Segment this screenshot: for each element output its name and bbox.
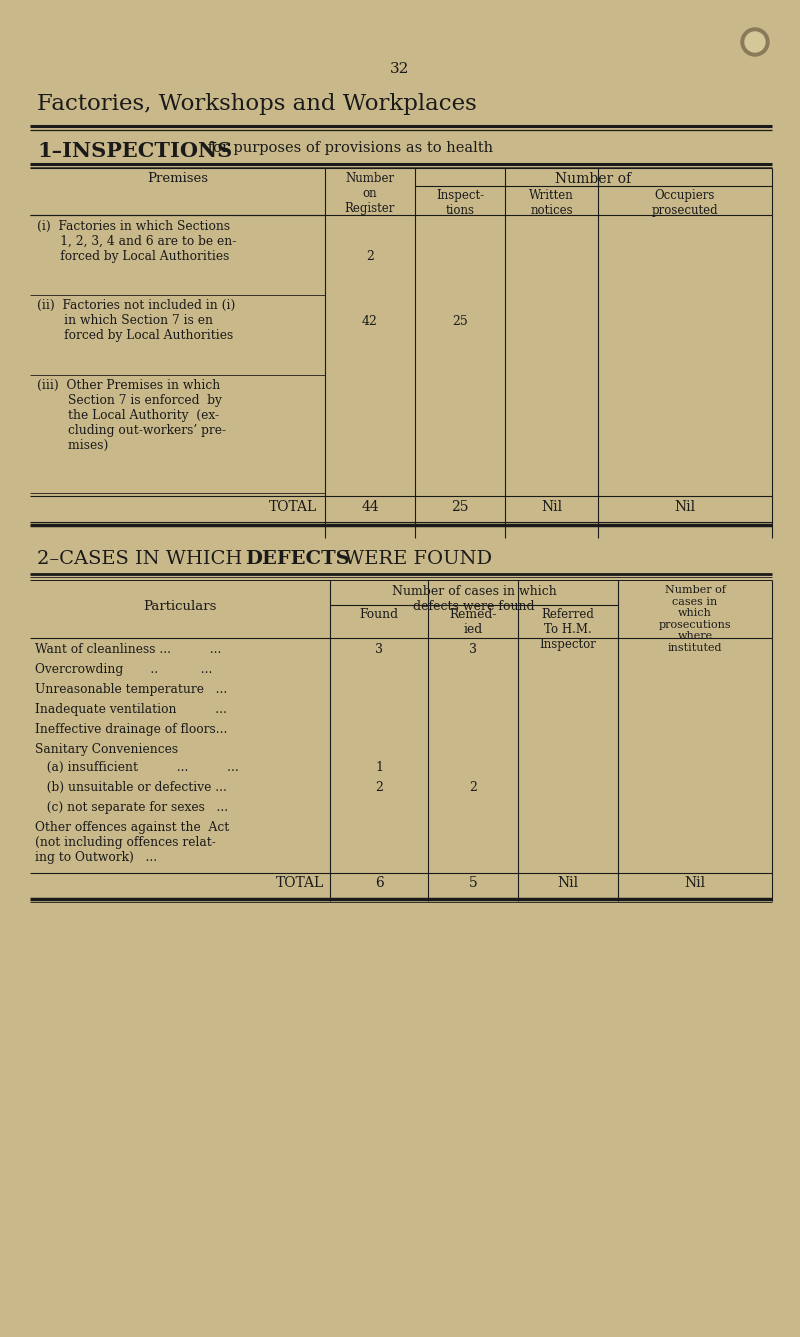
Text: Number of: Number of <box>555 172 631 186</box>
Text: 5: 5 <box>469 876 478 890</box>
Text: 3: 3 <box>375 643 383 656</box>
Text: 2–CASES IN WHICH: 2–CASES IN WHICH <box>37 550 249 568</box>
Text: Nil: Nil <box>674 500 695 513</box>
Text: 44: 44 <box>361 500 379 513</box>
Text: (a) insufficient          ...          ...: (a) insufficient ... ... <box>35 761 238 774</box>
Text: 42: 42 <box>362 316 378 328</box>
Circle shape <box>741 28 769 56</box>
Text: Premises: Premises <box>147 172 208 185</box>
Text: Overcrowding       ..           ...: Overcrowding .. ... <box>35 663 212 677</box>
Text: Number
on
Register: Number on Register <box>345 172 395 215</box>
Text: 1–INSPECTIONS: 1–INSPECTIONS <box>37 140 232 160</box>
Text: Nil: Nil <box>685 876 706 890</box>
Text: Referred
To H.M.
Inspector: Referred To H.M. Inspector <box>539 608 597 651</box>
Text: Ineffective drainage of floors...: Ineffective drainage of floors... <box>35 723 227 735</box>
Text: TOTAL: TOTAL <box>269 500 317 513</box>
Text: DEFECTS: DEFECTS <box>245 550 350 568</box>
Text: 25: 25 <box>451 500 469 513</box>
Text: Inadequate ventilation          ...: Inadequate ventilation ... <box>35 703 227 717</box>
Text: (i)  Factories in which Sections
      1, 2, 3, 4 and 6 are to be en-
      forc: (i) Factories in which Sections 1, 2, 3,… <box>37 221 236 263</box>
Text: Particulars: Particulars <box>143 600 217 612</box>
Text: (c) not separate for sexes   ...: (c) not separate for sexes ... <box>35 801 228 814</box>
Text: Number of
cases in
which
prosecutions
where
instituted: Number of cases in which prosecutions wh… <box>658 586 731 652</box>
Text: Found: Found <box>359 608 398 620</box>
Text: (ii)  Factories not included in (i)
       in which Section 7 is en
       force: (ii) Factories not included in (i) in wh… <box>37 299 235 342</box>
Text: 2: 2 <box>375 781 383 794</box>
Text: Written
notices: Written notices <box>529 189 574 217</box>
Text: Unreasonable temperature   ...: Unreasonable temperature ... <box>35 683 227 697</box>
Text: Factories, Workshops and Workplaces: Factories, Workshops and Workplaces <box>37 94 477 115</box>
Text: TOTAL: TOTAL <box>276 876 324 890</box>
Text: Want of cleanliness ...          ...: Want of cleanliness ... ... <box>35 643 222 656</box>
Text: Nil: Nil <box>541 500 562 513</box>
Text: 2: 2 <box>366 250 374 263</box>
Text: for purposes of provisions as to health: for purposes of provisions as to health <box>203 140 493 155</box>
Text: Occupiers
prosecuted: Occupiers prosecuted <box>652 189 718 217</box>
Text: 2: 2 <box>469 781 477 794</box>
Text: 3: 3 <box>469 643 477 656</box>
Text: 6: 6 <box>374 876 383 890</box>
Text: Nil: Nil <box>558 876 578 890</box>
Text: WERE FOUND: WERE FOUND <box>338 550 492 568</box>
Text: (b) unsuitable or defective ...: (b) unsuitable or defective ... <box>35 781 227 794</box>
Text: Sanitary Conveniences: Sanitary Conveniences <box>35 743 178 755</box>
Text: 25: 25 <box>452 316 468 328</box>
Text: (iii)  Other Premises in which
        Section 7 is enforced  by
        the Loc: (iii) Other Premises in which Section 7 … <box>37 378 226 452</box>
Text: Remed-
ied: Remed- ied <box>450 608 497 636</box>
Text: 32: 32 <box>390 62 410 76</box>
Text: 1: 1 <box>375 761 383 774</box>
Text: Number of cases in which
defects were found: Number of cases in which defects were fo… <box>392 586 556 612</box>
Text: Inspect-
tions: Inspect- tions <box>436 189 484 217</box>
Circle shape <box>745 32 765 52</box>
Text: Other offences against the  Act
(not including offences relat-
ing to Outwork)  : Other offences against the Act (not incl… <box>35 821 230 864</box>
